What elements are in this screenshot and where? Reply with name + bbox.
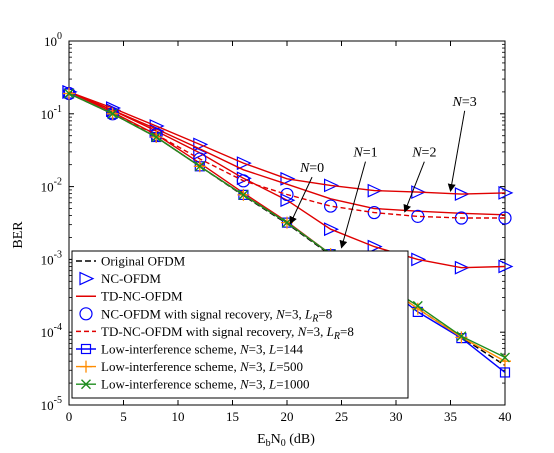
data-point	[324, 199, 338, 213]
x-tick-label: 30	[390, 409, 403, 424]
x-tick-label: 35	[444, 409, 457, 424]
annotation-arrow	[403, 161, 425, 213]
series-2	[62, 84, 514, 275]
annotation-label: N=3	[452, 95, 477, 110]
x-tick-label: 5	[120, 409, 127, 424]
legend-label: Low-interference scheme, N=3, L=500	[101, 359, 303, 374]
legend-label: Low-interference scheme, N=3, L=144	[101, 342, 304, 357]
data-point	[367, 183, 383, 198]
y-tick-label: 10-3	[41, 249, 62, 267]
x-tick-label: 10	[172, 409, 185, 424]
data-point	[456, 331, 467, 342]
data-point	[107, 108, 118, 119]
series-line	[68, 91, 506, 269]
legend-entry: TD-NC-OFDM	[76, 289, 183, 304]
annotation-label: N=2	[411, 146, 436, 161]
data-point	[455, 331, 468, 344]
y-tick-label: 10-4	[41, 322, 62, 340]
series-5	[68, 91, 506, 269]
y-tick-label: 10-2	[41, 177, 62, 195]
series-line	[68, 91, 506, 195]
y-tick-label: 10-5	[41, 395, 62, 413]
y-tick-label: 100	[44, 31, 62, 49]
data-point	[367, 205, 381, 220]
legend-entry: NC-OFDM	[79, 271, 161, 286]
data-point	[236, 156, 252, 171]
legend-entry: TD-NC-OFDM with signal recovery, N=3, LR…	[76, 324, 354, 342]
data-point	[412, 300, 423, 311]
annotations: N=0 N=1 N=2 N=3	[289, 95, 477, 249]
series-1	[62, 84, 514, 201]
data-point	[324, 222, 340, 237]
data-point	[324, 178, 340, 193]
annotation-arrow	[339, 161, 366, 249]
legend-label: TD-NC-OFDM with signal recovery, N=3, LR…	[101, 324, 354, 342]
x-tick-label: 15	[226, 409, 239, 424]
data-point	[499, 367, 511, 378]
x-tick-label: 0	[66, 409, 73, 424]
legend-label: TD-NC-OFDM	[101, 289, 183, 304]
legend-label: NC-OFDM with signal recovery, N=3, LR=8	[101, 306, 332, 324]
legend-label: Original OFDM	[101, 254, 186, 269]
annotation-label: N=1	[352, 146, 377, 161]
legend-swatch	[79, 271, 95, 286]
annotation-arrow	[289, 176, 313, 225]
data-point	[498, 211, 512, 225]
legend-entry: Original OFDM	[76, 254, 186, 269]
data-point	[454, 260, 470, 275]
data-point	[236, 174, 250, 188]
series-line	[68, 92, 505, 219]
data-point	[194, 161, 205, 172]
data-point	[367, 239, 383, 254]
x-axis-label: EbN0 (dB)	[257, 432, 315, 449]
series-4	[68, 91, 506, 216]
axis-labels: EbN0 (dB) BER	[11, 221, 315, 449]
series-line	[68, 91, 506, 216]
data-point	[193, 145, 209, 160]
data-point	[64, 88, 74, 99]
legend-entry: Low-interference scheme, N=3, L=1000	[76, 377, 310, 392]
y-tick-label: 10-1	[41, 104, 62, 122]
legend-swatch	[80, 343, 92, 355]
legend-swatch	[80, 360, 92, 373]
legend-entry: Low-interference scheme, N=3, L=144	[76, 342, 304, 357]
legend: Original OFDM NC-OFDM TD-NC-OFDM NC-OFDM wi…	[71, 250, 409, 399]
legend-label: NC-OFDM	[101, 271, 161, 286]
legend-swatch	[79, 307, 93, 321]
annotation-label: N=0	[299, 161, 324, 176]
data-point	[411, 252, 427, 267]
data-point	[151, 132, 162, 143]
data-series	[62, 84, 514, 378]
data-point	[280, 171, 296, 186]
x-tick-label: 40	[499, 409, 512, 424]
data-point	[500, 352, 510, 363]
legend-entry: NC-OFDM with signal recovery, N=3, LR=8	[79, 306, 332, 324]
series-8	[68, 92, 505, 219]
data-point	[280, 193, 296, 208]
legend-label: Low-interference scheme, N=3, L=1000	[101, 377, 310, 392]
data-point	[193, 137, 209, 152]
series-3	[68, 91, 506, 195]
axes: 0 5 10 15 20 25 30 35 40 100 10-1 10-2 10-3 10-4 10-5	[41, 31, 512, 424]
x-tick-label: 25	[335, 409, 348, 424]
data-point	[280, 187, 294, 202]
data-point	[238, 189, 249, 200]
annotation-arrow	[447, 110, 466, 192]
legend-entry: Low-interference scheme, N=3, L=500	[76, 359, 303, 374]
legend-swatch	[81, 379, 91, 390]
legend-box	[71, 250, 409, 399]
x-tick-label: 20	[281, 409, 294, 424]
y-axis-label: BER	[11, 221, 26, 249]
